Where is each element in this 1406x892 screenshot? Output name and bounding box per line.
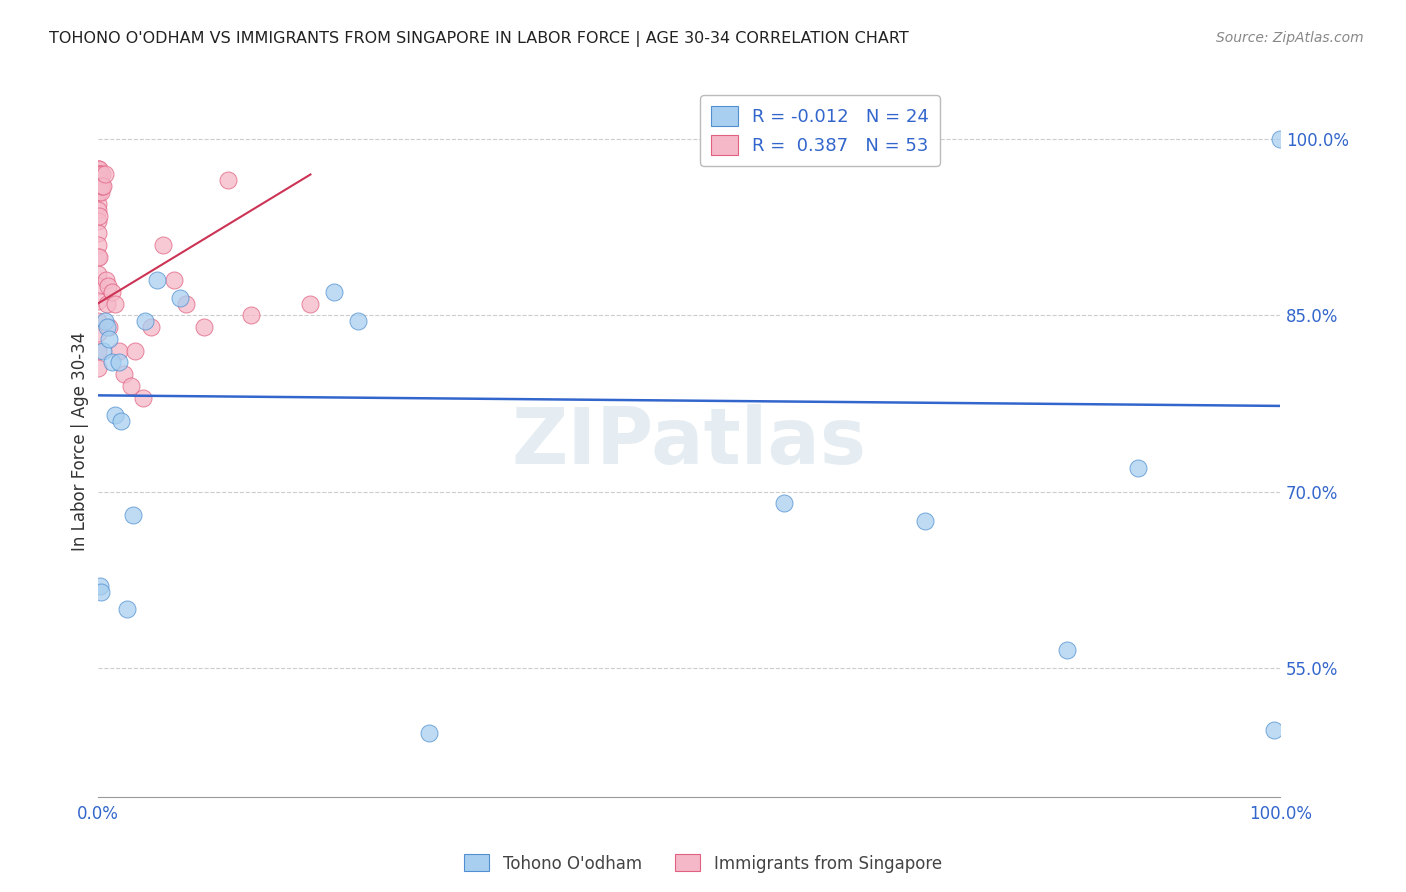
Point xyxy=(86,279,108,293)
Point xyxy=(86,326,108,340)
Point xyxy=(108,355,131,369)
Point xyxy=(87,161,110,176)
Point xyxy=(89,579,111,593)
Point xyxy=(299,296,322,310)
Point xyxy=(86,168,108,182)
Point xyxy=(323,285,346,299)
Point xyxy=(1263,723,1285,738)
Point xyxy=(418,725,440,739)
Point xyxy=(90,179,112,194)
Point xyxy=(124,343,146,358)
Point xyxy=(87,209,110,223)
Point xyxy=(91,168,114,182)
Point xyxy=(86,168,108,182)
Point xyxy=(87,185,110,199)
Point xyxy=(346,314,368,328)
Point xyxy=(163,273,186,287)
Point xyxy=(120,379,142,393)
Y-axis label: In Labor Force | Age 30-34: In Labor Force | Age 30-34 xyxy=(72,332,89,551)
Point xyxy=(115,602,138,616)
Point xyxy=(100,355,122,369)
Point xyxy=(193,320,215,334)
Point xyxy=(86,185,108,199)
Point xyxy=(86,238,108,252)
Legend: Tohono O'odham, Immigrants from Singapore: Tohono O'odham, Immigrants from Singapor… xyxy=(458,847,948,880)
Point xyxy=(914,514,936,528)
Point xyxy=(93,314,115,328)
Point xyxy=(87,168,110,182)
Point xyxy=(89,168,111,182)
Point xyxy=(86,314,108,328)
Text: ZIPatlas: ZIPatlas xyxy=(512,404,866,480)
Point xyxy=(96,320,118,334)
Point xyxy=(89,173,111,187)
Point xyxy=(169,291,191,305)
Point xyxy=(104,296,127,310)
Point xyxy=(772,496,794,510)
Point xyxy=(87,250,110,264)
Point xyxy=(108,343,131,358)
Point xyxy=(110,414,132,428)
Point xyxy=(86,214,108,228)
Point xyxy=(100,285,122,299)
Point xyxy=(98,332,121,346)
Point xyxy=(1128,461,1150,475)
Point xyxy=(122,508,145,523)
Point xyxy=(86,179,108,194)
Legend: R = -0.012   N = 24, R =  0.387   N = 53: R = -0.012 N = 24, R = 0.387 N = 53 xyxy=(700,95,941,166)
Point xyxy=(86,226,108,240)
Point xyxy=(134,314,156,328)
Point xyxy=(98,320,121,334)
Point xyxy=(86,361,108,376)
Text: Source: ZipAtlas.com: Source: ZipAtlas.com xyxy=(1216,31,1364,45)
Point xyxy=(96,296,118,310)
Point xyxy=(97,279,120,293)
Point xyxy=(145,273,167,287)
Point xyxy=(139,320,162,334)
Point xyxy=(86,161,108,176)
Point xyxy=(1056,643,1078,657)
Point xyxy=(90,185,112,199)
Point xyxy=(86,173,108,187)
Text: TOHONO O'ODHAM VS IMMIGRANTS FROM SINGAPORE IN LABOR FORCE | AGE 30-34 CORRELATI: TOHONO O'ODHAM VS IMMIGRANTS FROM SINGAP… xyxy=(49,31,908,47)
Point xyxy=(93,343,115,358)
Point xyxy=(112,368,135,382)
Point xyxy=(93,168,115,182)
Point xyxy=(86,250,108,264)
Point xyxy=(1270,132,1292,146)
Point xyxy=(86,294,108,309)
Point xyxy=(86,268,108,282)
Point xyxy=(94,273,117,287)
Point xyxy=(86,202,108,217)
Point xyxy=(152,238,174,252)
Point xyxy=(91,179,114,194)
Point xyxy=(87,179,110,194)
Point xyxy=(86,343,108,358)
Point xyxy=(86,197,108,211)
Point xyxy=(174,296,197,310)
Point xyxy=(104,409,127,423)
Point xyxy=(93,179,115,194)
Point xyxy=(217,173,239,187)
Point xyxy=(90,584,112,599)
Point xyxy=(131,391,153,405)
Point xyxy=(86,161,108,176)
Point xyxy=(240,309,263,323)
